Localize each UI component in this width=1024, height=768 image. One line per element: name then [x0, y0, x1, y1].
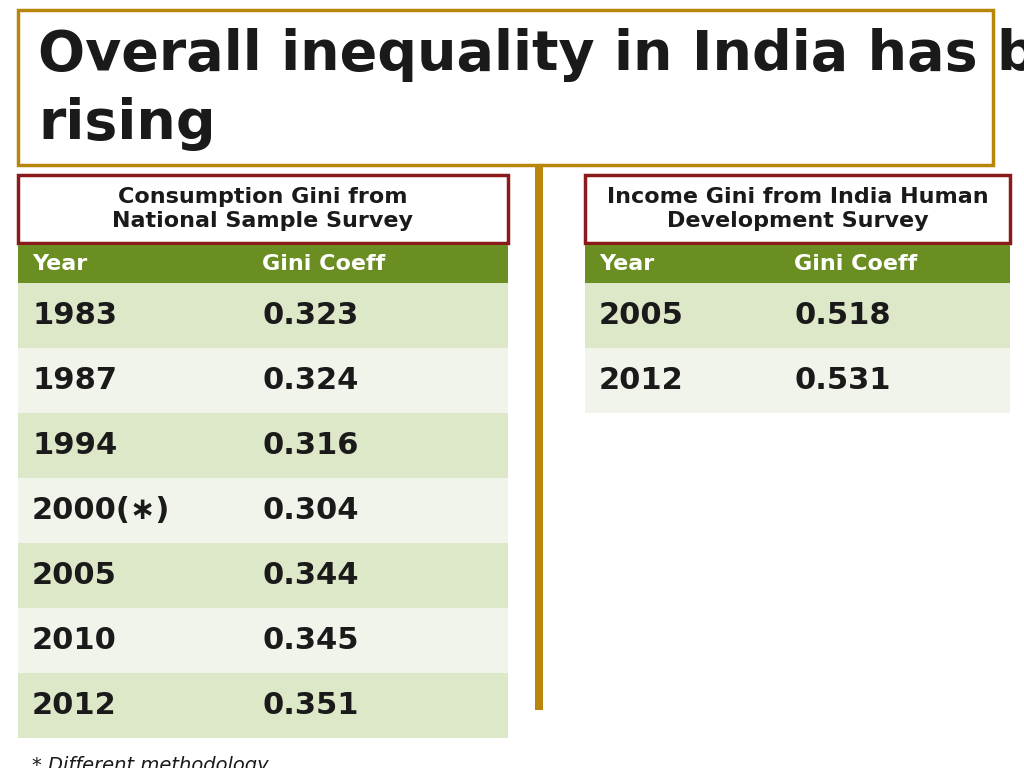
Bar — [18, 543, 508, 608]
Bar — [535, 165, 543, 710]
Text: 2005: 2005 — [32, 561, 117, 590]
Bar — [18, 245, 508, 283]
Text: 0.531: 0.531 — [794, 366, 891, 395]
Text: * Different methodology: * Different methodology — [32, 756, 268, 768]
Bar — [18, 348, 508, 413]
Bar — [18, 10, 993, 165]
Text: 1994: 1994 — [32, 431, 118, 460]
Text: 2005: 2005 — [599, 301, 684, 330]
Text: 2010: 2010 — [32, 626, 117, 655]
Bar — [18, 478, 508, 543]
Bar — [585, 283, 1010, 348]
Bar — [585, 245, 1010, 283]
Bar — [18, 608, 508, 673]
Text: 2000(∗): 2000(∗) — [32, 496, 170, 525]
Bar — [18, 673, 508, 738]
Bar — [585, 348, 1010, 413]
Bar — [18, 413, 508, 478]
Text: 0.304: 0.304 — [262, 496, 358, 525]
Text: Gini Coeff: Gini Coeff — [262, 254, 385, 274]
Text: 0.324: 0.324 — [262, 366, 358, 395]
Bar — [18, 283, 508, 348]
Text: Income Gini from India Human
Development Survey: Income Gini from India Human Development… — [606, 187, 988, 231]
Text: Gini Coeff: Gini Coeff — [794, 254, 918, 274]
Bar — [585, 175, 1010, 243]
Text: 0.323: 0.323 — [262, 301, 358, 330]
Text: 0.344: 0.344 — [262, 561, 358, 590]
Text: 2012: 2012 — [599, 366, 684, 395]
Text: Overall inequality in India has been
rising: Overall inequality in India has been ris… — [38, 28, 1024, 151]
Bar — [18, 175, 508, 243]
Text: 1987: 1987 — [32, 366, 117, 395]
Text: 0.351: 0.351 — [262, 691, 358, 720]
Text: 0.518: 0.518 — [794, 301, 891, 330]
Text: 0.316: 0.316 — [262, 431, 358, 460]
Text: 1983: 1983 — [32, 301, 117, 330]
Text: Year: Year — [599, 254, 654, 274]
Text: 0.345: 0.345 — [262, 626, 358, 655]
Text: Consumption Gini from
National Sample Survey: Consumption Gini from National Sample Su… — [113, 187, 414, 231]
Text: 2012: 2012 — [32, 691, 117, 720]
Text: Year: Year — [32, 254, 87, 274]
